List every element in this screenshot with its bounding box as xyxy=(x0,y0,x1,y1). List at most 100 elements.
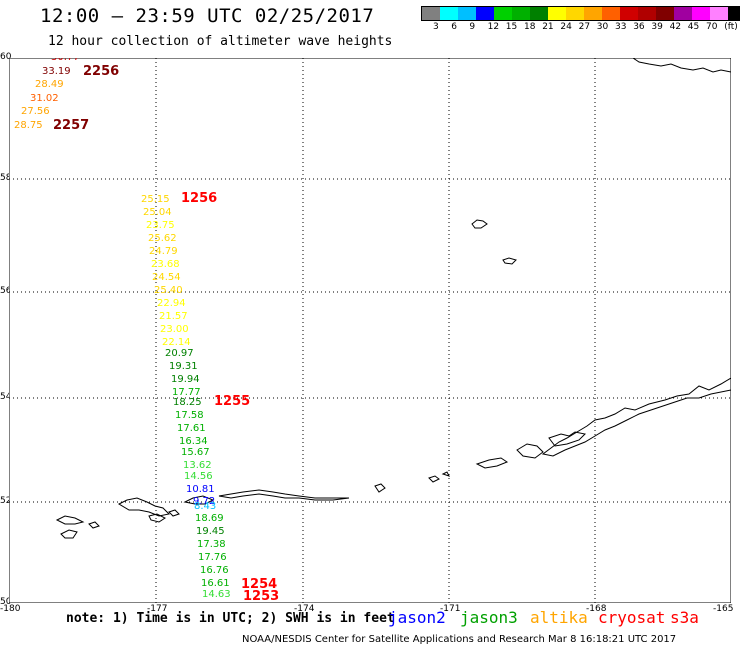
legend-item-jason3: jason3 xyxy=(460,608,518,627)
wave-height-colorbar xyxy=(421,6,740,21)
wave-height-value: 18.69 xyxy=(195,513,224,524)
wave-height-value: 14.63 xyxy=(202,589,231,600)
st-george-island xyxy=(502,257,517,265)
colorbar-swatch xyxy=(656,7,674,20)
latitude-label: 60 xyxy=(0,52,12,62)
wave-height-value: 23.68 xyxy=(151,259,180,270)
colorbar-swatch xyxy=(530,7,548,20)
colorbar-label: 42 xyxy=(669,22,682,32)
islands-of-four-mountains xyxy=(428,471,450,483)
time-label: 2256 xyxy=(83,64,119,79)
wave-height-value: 16.76 xyxy=(200,565,229,576)
altimeter-tracks: 30.77 33.19 28.49 31.02 27.56 28.75 2256 2257 25… xyxy=(14,58,279,603)
latitude-label: 56 xyxy=(0,286,12,296)
colorbar-swatch xyxy=(512,7,530,20)
wave-height-value: 28.49 xyxy=(35,79,64,90)
time-label: 1255 xyxy=(214,394,250,409)
colorbar-swatch xyxy=(728,7,740,20)
colorbar-label: 21 xyxy=(542,22,554,32)
wave-height-value: 15.67 xyxy=(181,447,210,458)
rat-islands xyxy=(117,497,171,517)
wave-height-value: 20.97 xyxy=(165,348,194,359)
delarof-islands xyxy=(183,495,215,505)
longitude-label: -174 xyxy=(294,604,315,614)
colorbar-label: 27 xyxy=(578,22,591,32)
st-paul-island xyxy=(471,219,488,229)
colorbar-swatch xyxy=(440,7,458,20)
wave-height-value: 22.94 xyxy=(157,298,186,309)
wave-height-value: 16.34 xyxy=(179,436,208,447)
shemya-island xyxy=(88,521,100,529)
latitude-label: 50 xyxy=(0,597,12,607)
colorbar-label: 30 xyxy=(596,22,609,32)
colorbar-label: 24 xyxy=(560,22,572,32)
colorbar-swatch xyxy=(638,7,656,20)
colorbar-swatch xyxy=(674,7,692,20)
unimak-island xyxy=(548,431,587,447)
wave-height-value: 25.04 xyxy=(143,207,172,218)
colorbar-label: 3 xyxy=(433,22,439,32)
colorbar-swatch xyxy=(692,7,710,20)
alaska-coast xyxy=(632,58,731,73)
longitude-label: -165 xyxy=(713,604,734,614)
alaska-peninsula xyxy=(541,377,731,457)
wave-height-value: 27.56 xyxy=(21,106,50,117)
colorbar-label: 18 xyxy=(524,22,536,32)
colorbar-swatch xyxy=(620,7,638,20)
atka-island xyxy=(374,483,386,493)
colorbar-label: 39 xyxy=(651,22,663,32)
colorbar-swatch xyxy=(566,7,584,20)
wave-height-value: 9.72 xyxy=(193,496,215,507)
wave-height-value: 17.58 xyxy=(175,410,204,421)
footnote: note: 1) Time is in UTC; 2) SWH is in fe… xyxy=(66,611,395,626)
altimeter-map: 30.77 33.19 28.49 31.02 27.56 28.75 2256 2257 25… xyxy=(9,58,731,603)
longitude-label: -171 xyxy=(440,604,461,614)
wave-height-value: 16.61 xyxy=(201,578,230,589)
coastline xyxy=(55,58,731,539)
wave-height-value: 18.25 xyxy=(173,397,202,408)
wave-height-value: 25.40 xyxy=(154,285,183,296)
colorbar-label: 36 xyxy=(633,22,645,32)
colorbar-label: 15 xyxy=(505,22,518,32)
wave-height-value: 23.00 xyxy=(160,324,189,335)
colorbar-label: 33 xyxy=(615,22,627,32)
latitude-label: 58 xyxy=(0,173,12,183)
graticule xyxy=(9,58,731,603)
longitude-label: -177 xyxy=(147,604,168,614)
time-label: 2257 xyxy=(53,118,89,133)
wave-height-value: 17.61 xyxy=(177,423,206,434)
legend-item-altika: altika xyxy=(530,608,588,627)
wave-height-value: 13.62 xyxy=(183,460,212,471)
wave-height-value: 19.31 xyxy=(169,361,198,372)
wave-height-value: 17.38 xyxy=(197,539,226,550)
time-label: 1254 xyxy=(241,577,277,592)
colorbar-label: 9 xyxy=(469,22,476,32)
colorbar-label: 70 xyxy=(706,22,718,32)
agattu-island xyxy=(60,529,78,539)
wave-height-value: 28.75 xyxy=(14,120,43,131)
andreanof-islands xyxy=(218,489,350,501)
colorbar-swatch xyxy=(710,7,728,20)
colorbar-swatch xyxy=(602,7,620,20)
wave-height-value: 21.57 xyxy=(159,311,188,322)
colorbar-label: 12 xyxy=(487,22,500,32)
colorbar-label: (ft) xyxy=(724,22,738,32)
rat-islands-south xyxy=(148,509,180,523)
wave-height-value: 17.76 xyxy=(198,552,227,563)
legend-item-cryosat: cryosat xyxy=(598,608,666,627)
colorbar-swatch xyxy=(458,7,476,20)
wave-height-value: 22.14 xyxy=(162,337,191,348)
legend-item-s3a: s3a xyxy=(670,608,699,627)
colorbar-label: 6 xyxy=(451,22,457,32)
wave-height-value: 24.79 xyxy=(149,246,178,257)
map-subtitle: 12 hour collection of altimeter wave hei… xyxy=(48,34,393,49)
map-frame xyxy=(9,58,731,603)
legend-item-jason2: jason2 xyxy=(388,608,446,627)
longitude-label: -180 xyxy=(0,604,21,614)
wave-height-value: 19.94 xyxy=(171,374,200,385)
wave-height-value: 25.62 xyxy=(148,233,177,244)
longitude-label: -168 xyxy=(586,604,607,614)
wave-height-value: 8.43 xyxy=(194,501,216,512)
wave-height-value: 14.56 xyxy=(184,471,213,482)
wave-height-value: 17.77 xyxy=(172,387,201,398)
